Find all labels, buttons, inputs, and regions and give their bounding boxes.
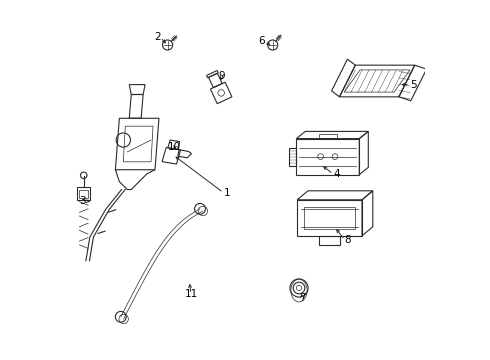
Bar [289,148,296,166]
Text: 3: 3 [79,196,86,206]
Text: 7: 7 [299,293,306,303]
Text: 11: 11 [184,289,197,299]
Text: 9: 9 [218,71,225,81]
Text: 8: 8 [345,235,351,245]
Text: 10: 10 [168,142,181,152]
Text: 6: 6 [259,36,265,46]
Bar [319,134,337,138]
Text: 2: 2 [154,32,160,42]
Text: 1: 1 [223,188,230,198]
Text: 4: 4 [333,169,340,179]
Text: 5: 5 [410,80,416,90]
